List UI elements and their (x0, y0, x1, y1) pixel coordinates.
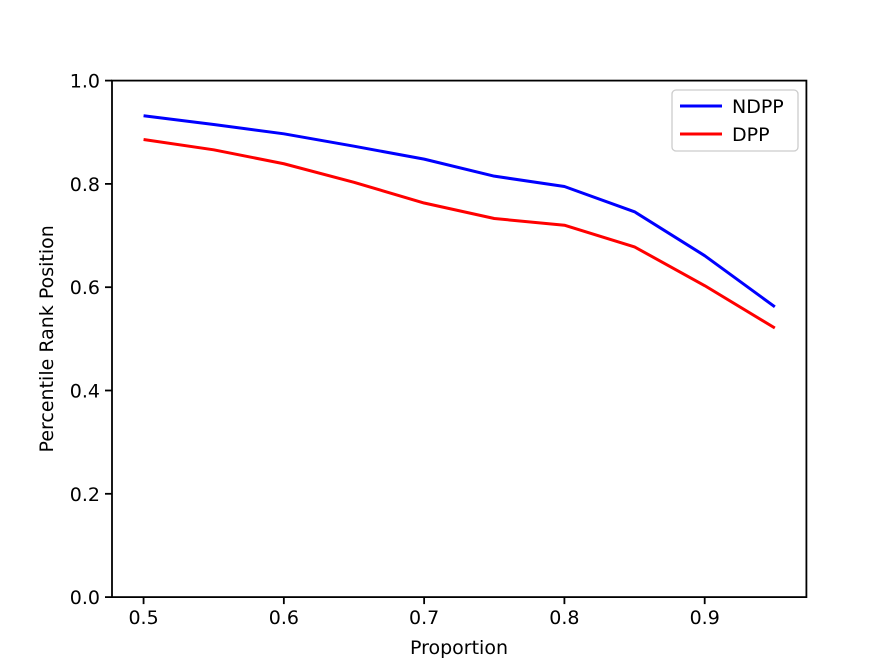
y-tick-label: 0.2 (70, 484, 100, 506)
plot-area (112, 80, 807, 598)
y-tick-label: 0.0 (70, 587, 100, 609)
y-tick-label: 0.8 (70, 174, 100, 196)
x-axis-label: Proportion (410, 637, 508, 659)
x-tick-label: 0.9 (690, 607, 720, 629)
legend-label-dpp: DPP (732, 124, 770, 146)
plot-lines (143, 114, 776, 330)
y-tick-label: 0.4 (70, 381, 100, 403)
x-tick-label: 0.7 (409, 607, 439, 629)
x-tick-label: 0.6 (269, 607, 299, 629)
legend: NDPP DPP (671, 89, 799, 152)
x-tick-label: 0.8 (549, 607, 579, 629)
series-line-ndpp (143, 114, 776, 309)
y-axis-label: Percentile Rank Position (36, 225, 58, 452)
y-axis-ticks: 0.0 0.2 0.4 0.6 0.8 1.0 (70, 71, 112, 609)
x-tick-label: 0.5 (128, 607, 158, 629)
y-tick-label: 0.6 (70, 277, 100, 299)
x-axis-ticks: 0.5 0.6 0.7 0.8 0.9 (128, 597, 720, 629)
axes-spines (111, 79, 808, 598)
legend-label-ndpp: NDPP (732, 96, 784, 118)
y-tick-label: 1.0 (70, 71, 100, 93)
series-line-dpp (143, 137, 776, 330)
